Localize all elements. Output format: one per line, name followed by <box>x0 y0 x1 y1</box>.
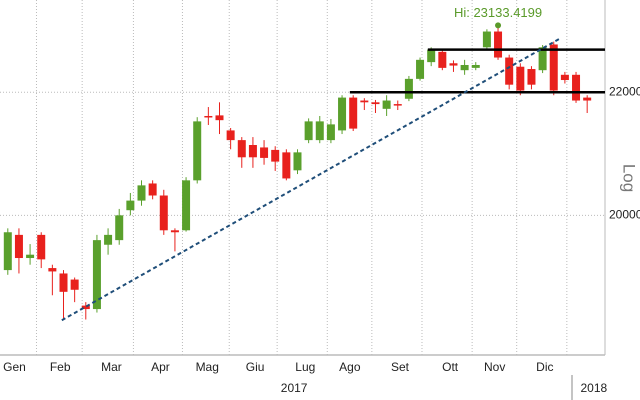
x-tick-label: Lug <box>295 360 315 374</box>
candle-body <box>460 64 469 71</box>
x-tick-label: Apr <box>151 360 170 374</box>
candle-body <box>204 115 213 118</box>
candle-body <box>438 51 447 68</box>
year-label: 2017 <box>281 381 308 395</box>
candle-body <box>159 195 168 231</box>
x-tick-label: Gen <box>3 360 26 374</box>
candle-body <box>215 115 224 121</box>
candle-body <box>115 215 124 241</box>
candle-body <box>572 74 581 101</box>
candle-body <box>304 121 313 141</box>
candle-body <box>393 104 402 106</box>
y-axis-label: Log <box>620 164 639 192</box>
candle-body <box>427 49 436 63</box>
candle-body <box>137 185 146 201</box>
candle-body <box>404 78 413 99</box>
candle-body <box>81 305 90 310</box>
candle-body <box>104 234 113 245</box>
candle-body <box>271 149 280 162</box>
x-tick-label: Feb <box>50 360 71 374</box>
candle-body <box>560 74 569 81</box>
candle-body <box>148 183 157 196</box>
candle-body <box>37 234 46 260</box>
candle-body <box>282 152 291 179</box>
x-tick-label: Ago <box>339 360 361 374</box>
candle-body <box>14 234 23 259</box>
y-tick-label: 22000 <box>609 84 640 98</box>
candle-body <box>170 230 179 233</box>
candle-body <box>182 180 191 231</box>
candle-body <box>237 140 246 158</box>
candle-body <box>315 121 324 141</box>
candle-body <box>349 97 358 129</box>
candle-body <box>549 44 558 91</box>
candle-body <box>371 102 380 105</box>
candle-body <box>226 130 235 141</box>
y-tick-label: 20000 <box>609 208 640 222</box>
year-label: 2018 <box>581 381 608 395</box>
candle-body <box>70 279 79 290</box>
candle-body <box>126 200 135 211</box>
candle-body <box>260 147 269 158</box>
candle-body <box>193 121 202 181</box>
candle-body <box>48 268 57 272</box>
hi-marker <box>495 22 502 29</box>
candle-body <box>360 100 369 103</box>
candle-body <box>382 100 391 109</box>
annotation-line <box>61 37 561 322</box>
candle-body <box>482 31 491 48</box>
candle-body <box>248 145 257 158</box>
x-tick-label: Ott <box>442 360 459 374</box>
candle-body <box>92 240 101 310</box>
candle-body <box>59 273 68 292</box>
candle-body <box>527 69 536 85</box>
candle-body <box>505 57 514 85</box>
candle-body <box>471 64 480 68</box>
x-tick-label: Giu <box>246 360 265 374</box>
candle-body <box>494 31 503 58</box>
candle-body <box>338 97 347 131</box>
candle-body <box>538 47 547 71</box>
x-tick-label: Mar <box>101 360 122 374</box>
candle-body <box>326 124 335 141</box>
x-tick-label: Dic <box>536 360 553 374</box>
candle-body <box>583 97 592 101</box>
candle-body <box>293 152 302 171</box>
candle-body <box>449 63 458 66</box>
candle-body <box>3 232 12 271</box>
x-tick-label: Nov <box>484 360 505 374</box>
candle-body <box>416 59 425 79</box>
candle-body <box>516 66 525 91</box>
hi-label: Hi: 23133.4199 <box>454 5 542 20</box>
x-tick-label: Set <box>391 360 410 374</box>
candle-body <box>26 254 35 259</box>
x-tick-label: Mag <box>196 360 219 374</box>
